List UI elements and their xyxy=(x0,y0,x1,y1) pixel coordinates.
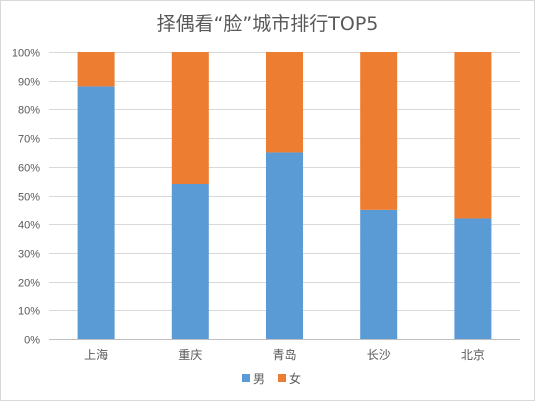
x-axis-category-labels: 上海 重庆 青岛 长沙 北京 xyxy=(84,347,485,362)
bar-segment xyxy=(360,209,398,339)
x-category-label: 上海 xyxy=(84,347,108,362)
y-tick-label: 80% xyxy=(18,105,40,117)
x-category-label: 北京 xyxy=(461,348,485,362)
bars xyxy=(77,52,492,339)
y-tick-label: 70% xyxy=(18,134,40,146)
y-tick-label: 0% xyxy=(24,335,40,347)
chart-title: 择偶看“脸”城市排行TOP5 xyxy=(157,13,379,35)
x-category-label: 重庆 xyxy=(178,348,202,362)
x-category-label: 青岛 xyxy=(272,347,296,362)
bar-segment xyxy=(77,86,115,339)
y-tick-label: 60% xyxy=(18,163,40,175)
legend-swatch xyxy=(242,374,250,382)
bar-segment xyxy=(266,152,303,339)
legend-label: 男 xyxy=(253,372,265,386)
y-tick-label: 30% xyxy=(18,249,40,261)
legend-label: 女 xyxy=(289,371,301,386)
bar-segment xyxy=(360,52,398,210)
legend-swatch xyxy=(278,374,286,382)
bar-segment xyxy=(454,218,492,339)
bar-segment xyxy=(171,52,209,185)
legend: 男女 xyxy=(242,371,301,386)
y-tick-label: 40% xyxy=(18,220,40,232)
y-axis-tick-labels: 0% 10% 20% 30% 40% 50% 60% 70% 80% 90% 100% xyxy=(12,48,40,347)
y-tick-label: 20% xyxy=(18,278,40,290)
bar-segment xyxy=(266,52,303,153)
y-tick-label: 90% xyxy=(18,77,40,89)
bar-segment xyxy=(454,52,492,219)
y-tick-label: 50% xyxy=(18,192,40,204)
y-tick-label: 10% xyxy=(18,306,40,318)
bar-segment xyxy=(77,52,115,87)
x-category-label: 长沙 xyxy=(367,348,391,362)
y-tick-label: 100% xyxy=(12,48,40,60)
bar-segment xyxy=(171,184,209,339)
